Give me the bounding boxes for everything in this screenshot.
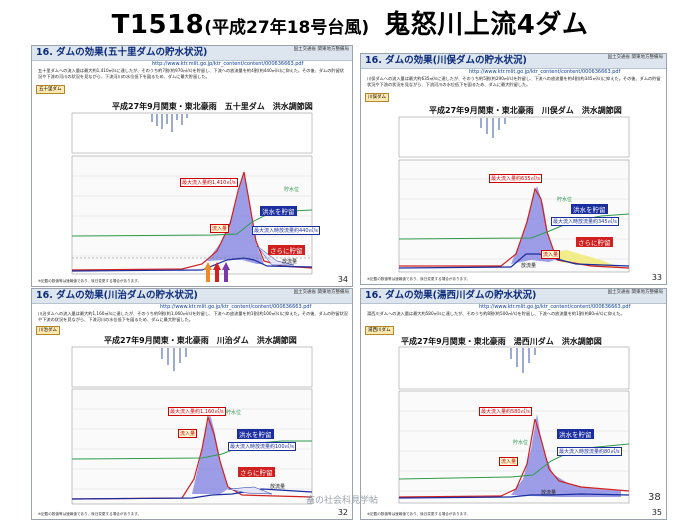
dam-tag: 川治ダム <box>36 326 60 335</box>
purple-arrow-icon <box>222 262 230 270</box>
dam-tag: 湯西川ダム <box>365 326 394 335</box>
plot-title: 平成27年9月関東・東北豪雨 川治ダム 洪水調節図 <box>104 336 297 345</box>
typhoon-code: T1518 <box>111 10 205 40</box>
label-store-flood: 洪水を貯留 <box>260 206 297 216</box>
source-watermark: 畜の社会科見学帖 <box>306 496 379 506</box>
label-water-level: 貯水位 <box>284 187 300 193</box>
label-max-inflow: 最大流入量約1,410㎥/s <box>180 178 238 187</box>
label-outflow: 放流量 <box>270 484 286 490</box>
red-arrow-icon <box>213 262 221 270</box>
label-inflow: 流入量 <box>210 224 230 233</box>
panel-description: 五十里ダムへの流入量は最大約1,410㎥/sに達したが、そのうち約7割(約970… <box>38 68 344 79</box>
label-max-outflow: 最大流入時放流量約440㎥/s <box>252 226 320 235</box>
panel-page-number: 32 <box>337 508 348 517</box>
label-store-flood: 洪水を貯留 <box>557 429 594 439</box>
ministry-logo: 国土交通省 関東地方整備局 <box>607 290 663 295</box>
label-water-level: 貯水位 <box>557 197 573 203</box>
source-url[interactable]: http://www.ktr.mlit.go.jp/ktr_content/co… <box>469 69 621 75</box>
label-max-outflow: 最大流入時放流量約100㎥/s <box>228 442 296 451</box>
panel-header: 16. ダムの効果(川治ダムの貯水状況) 国土交通省 関東地方整備局 <box>32 289 352 304</box>
dam-tag: 五十里ダム <box>36 85 65 94</box>
label-store-flood: 洪水を貯留 <box>237 429 274 439</box>
panel-heading: 16. ダムの効果(川治ダムの貯水状況) <box>36 290 198 301</box>
panel-footnote: ※記載の数値等は速報値であり、後日変更する場合があります。 <box>367 512 471 516</box>
dams-title: 鬼怒川上流4ダム <box>384 10 589 40</box>
label-outflow: 放流量 <box>521 263 537 269</box>
source-url[interactable]: http://www.ktr.mlit.go.jp/ktr_content/co… <box>160 304 312 310</box>
ministry-logo: 国土交通省 関東地方整備局 <box>293 47 349 52</box>
panel-description: 川治ダムへの流入量は最大約1,160㎥/sに達したが、そのうち約9割(約1,06… <box>38 311 348 322</box>
label-store-flood: 洪水を貯留 <box>571 204 608 214</box>
panel-description: 川俣ダムへの流入量は最大約635㎥/sに達したが、そのうち約5割(約290㎥/s… <box>367 76 661 87</box>
panel-header: 16. ダムの効果(五十里ダムの貯水状況) 国土交通省 関東地方整備局 <box>32 46 352 61</box>
panel-page-number: 33 <box>651 273 662 282</box>
flood-control-chart <box>71 346 313 505</box>
panel-header: 16. ダムの効果(川俣ダムの貯水状況) 国土交通省 関東地方整備局 <box>361 54 666 69</box>
dam-tag: 川俣ダム <box>365 93 389 102</box>
label-water-level: 貯水位 <box>226 410 242 416</box>
orange-arrow-icon <box>204 262 212 270</box>
plot-title: 平成27年9月関東・東北豪雨 湯西川ダム 洪水調節図 <box>401 337 602 346</box>
label-outflow: 放流量 <box>282 259 298 265</box>
panel-header: 16. ダムの効果(湯西川ダムの貯水状況) 国土交通省 関東地方整備局 <box>361 289 666 304</box>
panel-footnote: ※記載の数値等は速報値であり、後日変更する場合があります。 <box>38 279 142 283</box>
plot-title: 平成27年9月関東・東北豪雨 川俣ダム 洪水調節図 <box>429 106 622 115</box>
label-max-inflow: 最大流入量約635㎥/s <box>489 174 542 183</box>
panel-page-number: 35 <box>651 508 662 517</box>
panel-kawamata: 16. ダムの効果(川俣ダムの貯水状況) 国土交通省 関東地方整備局 http:… <box>360 53 667 285</box>
label-max-inflow: 最大流入量約580㎥/s <box>479 407 532 416</box>
label-max-outflow: 最大流入時放流量約345㎥/s <box>551 217 619 226</box>
panel-yunishigawa: 16. ダムの効果(湯西川ダムの貯水状況) 国土交通省 関東地方整備局 http… <box>360 288 667 520</box>
label-max-outflow: 最大流入時放流量約80㎥/s <box>557 447 622 456</box>
flood-control-chart <box>398 346 630 504</box>
panel-footnote: ※記載の数値等は速報値であり、後日変更する場合があります。 <box>38 512 142 516</box>
typhoon-subtitle: (平成27年18号台風) <box>204 18 370 38</box>
label-max-inflow: 最大流入量約1,160㎥/s <box>168 407 226 416</box>
panel-footnote: ※記載の数値等は速報値であり、後日変更する場合があります。 <box>367 277 471 281</box>
ministry-logo: 国土交通省 関東地方整備局 <box>293 290 349 295</box>
label-inflow: 流入量 <box>541 250 561 259</box>
label-further-store: さらに貯留 <box>268 245 305 255</box>
panel-ikari: 16. ダムの効果(五十里ダムの貯水状況) 国土交通省 関東地方整備局 http… <box>31 45 353 287</box>
panel-kawaji: 16. ダムの効果(川治ダムの貯水状況) 国土交通省 関東地方整備局 http:… <box>31 288 353 520</box>
plot-title: 平成27年9月関東・東北豪雨 五十里ダム 洪水調節図 <box>112 102 313 111</box>
panel-heading: 16. ダムの効果(五十里ダムの貯水状況) <box>36 47 208 58</box>
slide-number: 38 <box>648 492 661 503</box>
label-inflow: 流入量 <box>499 457 519 466</box>
label-inflow: 流入量 <box>178 429 198 438</box>
panel-description: 湯西川ダムへの流入量は最大約580㎥/sに達したが、そのうち約8割(約500㎥/… <box>367 311 625 316</box>
source-url[interactable]: http://www.ktr.mlit.go.jp/ktr_content/co… <box>152 61 304 67</box>
ministry-logo: 国土交通省 関東地方整備局 <box>607 55 663 60</box>
source-url[interactable]: http://www.ktr.mlit.go.jp/ktr_content/co… <box>479 304 631 310</box>
label-water-level: 貯水位 <box>513 440 529 446</box>
panel-heading: 16. ダムの効果(川俣ダムの貯水状況) <box>365 55 527 66</box>
panel-page-number: 34 <box>337 275 348 284</box>
slide-title: T1518(平成27年18号台風) 鬼怒川上流4ダム <box>0 4 700 41</box>
label-further-store: さらに貯留 <box>238 467 275 477</box>
panel-heading: 16. ダムの効果(湯西川ダムの貯水状況) <box>365 290 537 301</box>
label-outflow: 放流量 <box>541 490 557 496</box>
label-further-store: さらに貯留 <box>576 237 613 247</box>
flood-control-chart <box>398 116 630 273</box>
